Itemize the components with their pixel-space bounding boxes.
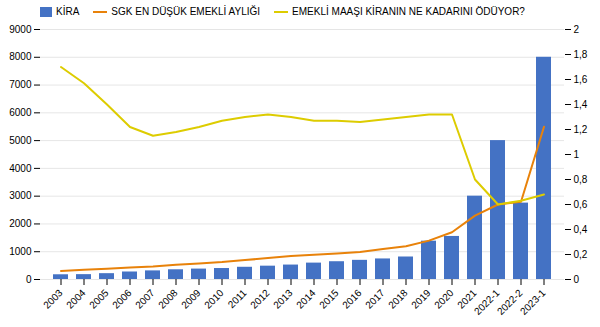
svg-text:2014: 2014	[294, 287, 318, 311]
svg-text:2015: 2015	[317, 287, 341, 311]
svg-text:2023-1: 2023-1	[518, 287, 548, 317]
svg-text:0,4: 0,4	[574, 224, 588, 235]
svg-text:2020: 2020	[432, 287, 456, 311]
svg-text:2021: 2021	[455, 287, 479, 311]
svg-text:0,8: 0,8	[574, 174, 588, 185]
svg-text:1000: 1000	[9, 246, 32, 257]
svg-text:2019: 2019	[409, 287, 433, 311]
html-text:EMEKLİ MAAŞI KİRANIN NE KADARI: EMEKLİ MAAŞI KİRANIN NE KADARINI ÖDÜYOR?	[292, 6, 525, 17]
svg-text:1,2: 1,2	[574, 124, 588, 135]
svg-text:7000: 7000	[9, 79, 32, 90]
svg-text:0: 0	[574, 274, 580, 285]
svg-text:2022-1: 2022-1	[471, 287, 502, 317]
svg-text:2003: 2003	[41, 287, 65, 311]
svg-text:0,6: 0,6	[574, 199, 588, 210]
svg-text:2011: 2011	[226, 287, 249, 310]
svg-text:1,6: 1,6	[574, 74, 588, 85]
svg-text:0: 0	[26, 274, 32, 285]
svg-text:1,8: 1,8	[574, 49, 588, 60]
svg-text:4000: 4000	[9, 163, 32, 174]
svg-text:6000: 6000	[9, 107, 32, 118]
svg-text:2005: 2005	[87, 287, 111, 311]
html-text:KİRA: KİRA	[56, 6, 80, 17]
svg-text:2: 2	[574, 24, 580, 35]
svg-text:2022-2: 2022-2	[494, 287, 525, 317]
svg-text:2000: 2000	[9, 218, 32, 229]
svg-text:2018: 2018	[386, 287, 410, 311]
svg-text:0,2: 0,2	[574, 249, 588, 260]
svg-text:8000: 8000	[9, 51, 32, 62]
svg-text:5000: 5000	[9, 135, 32, 146]
svg-text:2009: 2009	[179, 287, 203, 311]
svg-text:3000: 3000	[9, 190, 32, 201]
svg-text:2013: 2013	[271, 287, 295, 311]
html-text:SGK EN DÜŞÜK EMEKLİ AYLIĞI: SGK EN DÜŞÜK EMEKLİ AYLIĞI	[111, 6, 261, 17]
svg-text:2004: 2004	[64, 287, 88, 311]
svg-text:1: 1	[574, 149, 580, 160]
svg-text:2017: 2017	[363, 287, 387, 311]
svg-text:2008: 2008	[156, 287, 180, 311]
svg-text:2007: 2007	[133, 287, 157, 311]
svg-text:9000: 9000	[9, 24, 32, 35]
svg-text:2006: 2006	[110, 287, 134, 311]
svg-text:1,4: 1,4	[574, 99, 588, 110]
svg-text:2016: 2016	[340, 287, 364, 311]
svg-text:2012: 2012	[248, 287, 272, 311]
svg-text:2010: 2010	[202, 287, 226, 311]
